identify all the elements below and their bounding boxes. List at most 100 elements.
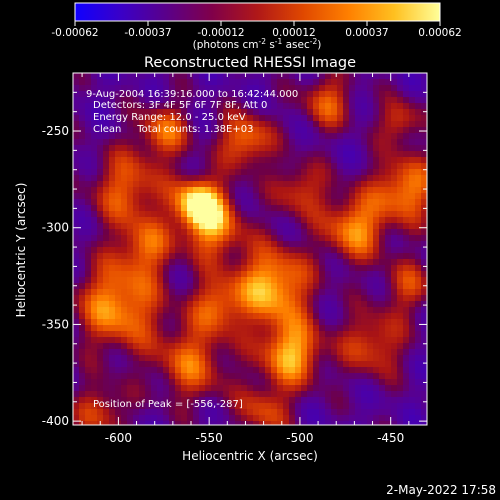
heatmap-cell <box>247 79 254 86</box>
heatmap-cell <box>199 175 206 182</box>
heatmap-cell <box>325 85 332 92</box>
heatmap-cell <box>151 175 158 182</box>
heatmap-cell <box>73 283 80 290</box>
heatmap-cell <box>295 235 302 242</box>
heatmap-cell <box>79 307 86 314</box>
heatmap-cell <box>187 181 194 188</box>
heatmap-cell <box>295 145 302 152</box>
heatmap-cell <box>337 163 344 170</box>
heatmap-cell <box>169 271 176 278</box>
heatmap-cell <box>199 73 206 80</box>
heatmap-cell <box>415 175 422 182</box>
heatmap-cell <box>295 295 302 302</box>
heatmap-cell <box>109 211 116 218</box>
heatmap-cell <box>205 241 212 248</box>
heatmap-cell <box>109 421 116 425</box>
heatmap-cell <box>181 337 188 344</box>
heatmap-cell <box>223 115 230 122</box>
heatmap-cell <box>217 301 224 308</box>
heatmap-cell <box>385 397 392 404</box>
heatmap-cell <box>343 91 350 98</box>
heatmap-cell <box>193 271 200 278</box>
heatmap-cell <box>175 109 182 116</box>
heatmap-cell <box>421 409 427 416</box>
heatmap-cell <box>367 181 374 188</box>
heatmap-cell <box>247 259 254 266</box>
heatmap-cell <box>409 337 416 344</box>
heatmap-cell <box>415 103 422 110</box>
heatmap-cell <box>85 103 92 110</box>
heatmap-cell <box>415 415 422 422</box>
heatmap-cell <box>109 289 116 296</box>
heatmap-cell <box>109 223 116 230</box>
heatmap-cell <box>355 373 362 380</box>
heatmap-cell <box>163 169 170 176</box>
heatmap-cell <box>217 331 224 338</box>
heatmap-cell <box>271 85 278 92</box>
heatmap-cell <box>409 367 416 374</box>
heatmap-cell <box>235 145 242 152</box>
heatmap-cell <box>187 391 194 398</box>
heatmap-cell <box>187 397 194 404</box>
heatmap-cell <box>145 397 152 404</box>
heatmap-cell <box>403 373 410 380</box>
heatmap-cell <box>235 151 242 158</box>
heatmap-cell <box>247 325 254 332</box>
heatmap-cell <box>199 127 206 134</box>
heatmap-cell <box>337 343 344 350</box>
heatmap-cell <box>79 163 86 170</box>
heatmap-cell <box>385 241 392 248</box>
heatmap-cell <box>271 235 278 242</box>
heatmap-cell <box>79 181 86 188</box>
heatmap-cell <box>163 91 170 98</box>
heatmap-cell <box>373 343 380 350</box>
heatmap-cell <box>385 379 392 386</box>
heatmap-cell <box>205 415 212 422</box>
heatmap-cell <box>97 211 104 218</box>
heatmap-cell <box>139 343 146 350</box>
heatmap-cell <box>301 211 308 218</box>
heatmap-cell <box>229 79 236 86</box>
heatmap-cell <box>193 283 200 290</box>
heatmap-cell <box>331 373 338 380</box>
heatmap-cell <box>373 163 380 170</box>
heatmap-cell <box>247 415 254 422</box>
heatmap-cell <box>325 217 332 224</box>
heatmap-cell <box>403 115 410 122</box>
heatmap-cell <box>193 157 200 164</box>
heatmap-cell <box>145 199 152 206</box>
heatmap-cell <box>145 403 152 410</box>
heatmap-cell <box>403 217 410 224</box>
heatmap-cell <box>337 181 344 188</box>
heatmap-cell <box>385 223 392 230</box>
heatmap-cell <box>229 337 236 344</box>
heatmap-cell <box>415 403 422 410</box>
heatmap-cell <box>181 229 188 236</box>
heatmap-cell <box>379 373 386 380</box>
heatmap-cell <box>259 271 266 278</box>
heatmap-cell <box>73 265 80 272</box>
heatmap-cell <box>253 115 260 122</box>
heatmap-cell <box>73 397 80 404</box>
heatmap-cell <box>283 175 290 182</box>
heatmap-cell <box>415 247 422 254</box>
heatmap-cell <box>361 91 368 98</box>
heatmap-cell <box>361 223 368 230</box>
heatmap-cell <box>103 337 110 344</box>
heatmap-cell <box>367 91 374 98</box>
heatmap-cell <box>349 115 356 122</box>
heatmap-cell <box>151 187 158 194</box>
heatmap-cell <box>277 409 284 416</box>
heatmap-cell <box>157 193 164 200</box>
heatmap-cell <box>187 115 194 122</box>
heatmap-cell <box>229 145 236 152</box>
heatmap-cell <box>235 175 242 182</box>
heatmap-cell <box>151 115 158 122</box>
heatmap-cell <box>307 217 314 224</box>
heatmap-cell <box>271 247 278 254</box>
heatmap-cell <box>97 157 104 164</box>
heatmap-cell <box>355 379 362 386</box>
heatmap-cell <box>205 163 212 170</box>
heatmap-cell <box>223 325 230 332</box>
chart-title: Reconstructed RHESSI Image <box>144 55 356 71</box>
